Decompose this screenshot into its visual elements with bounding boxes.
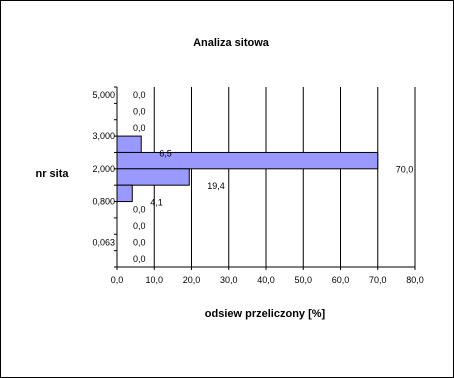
data-label: 0,0	[133, 254, 146, 264]
data-label: 0,0	[133, 237, 146, 247]
x-tick-label: 0,0	[111, 275, 124, 285]
gridlines	[153, 87, 416, 267]
y-tick-labels: 5,000 3,000 2,000 0,800 0,063	[92, 90, 115, 247]
y-tick-label: 0,800	[92, 197, 115, 207]
x-tick-label: 30,0	[220, 275, 238, 285]
bar-series	[116, 135, 379, 203]
y-tick-label: 0,063	[92, 237, 115, 247]
data-label: 0,0	[133, 221, 146, 231]
x-tick-label: 20,0	[183, 275, 201, 285]
y-axis-title: nr sita	[35, 168, 69, 180]
data-label: 0,0	[133, 90, 146, 100]
data-label: 19,4	[207, 181, 225, 191]
x-tick-label: 70,0	[369, 275, 387, 285]
bar	[116, 168, 190, 186]
x-tick-label: 60,0	[332, 275, 350, 285]
bar	[116, 184, 133, 203]
y-tick-label: 2,000	[92, 164, 115, 174]
data-label: 0,0	[133, 123, 146, 133]
x-tick-labels: 0,0 10,0 20,0 30,0 40,0 50,0 60,0 70,0 80,0	[111, 275, 424, 285]
y-tick-label: 5,000	[92, 90, 115, 100]
x-tick-label: 50,0	[294, 275, 312, 285]
x-axis-title: odsiew przeliczony [%]	[205, 308, 326, 320]
data-label: 0,0	[133, 205, 146, 215]
bar	[116, 151, 379, 170]
data-labels: 0,0 0,0 0,0 6,5 70,0 19,4 4,1 0,0 0,0 0,0 0,0	[133, 90, 413, 264]
axes	[114, 86, 416, 270]
x-tick-label: 80,0	[406, 275, 424, 285]
chart-title: Analiza sitowa	[193, 37, 270, 49]
data-label: 4,1	[150, 197, 163, 207]
x-tick-label: 10,0	[145, 275, 163, 285]
data-label: 6,5	[159, 148, 172, 158]
bar	[116, 135, 142, 153]
y-tick-label: 3,000	[92, 131, 115, 141]
data-label: 70,0	[396, 165, 414, 175]
data-label: 0,0	[133, 107, 146, 117]
x-tick-label: 40,0	[257, 275, 275, 285]
